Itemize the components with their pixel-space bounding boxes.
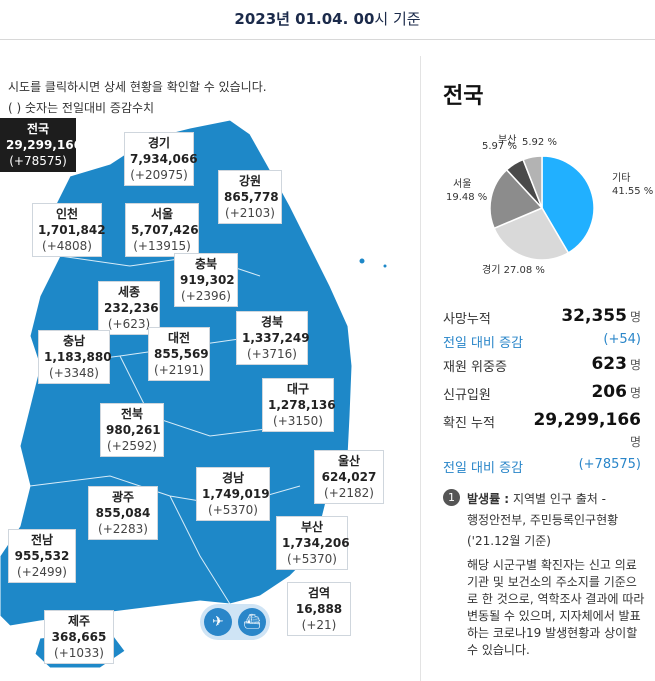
stat-deaths: 사망누적 32,355 명 xyxy=(443,306,641,327)
pie-label-other: 기타 41.55 % xyxy=(612,173,654,197)
airplane-icon[interactable]: ✈ xyxy=(204,608,232,636)
reference-date: 2023년 01.04. 00시 기준 xyxy=(234,10,421,28)
stat-critical: 재원 위중증 623 명 xyxy=(443,354,641,375)
region-jeonnam[interactable]: 전남 955,532 (+2499) xyxy=(8,529,76,583)
region-gangwon[interactable]: 강원 865,778 (+2103) xyxy=(218,170,282,224)
disclaimer-text: 해당 시군구별 확진자는 신고 의료기관 및 보건소의 주소지를 기준으로 한 … xyxy=(467,558,645,657)
map-dokdo xyxy=(382,263,388,269)
region-daejeon[interactable]: 대전 855,569 (+2191) xyxy=(148,327,210,381)
panel-title: 전국 xyxy=(443,84,484,109)
region-busan[interactable]: 부산 1,734,206 (+5370) xyxy=(276,516,350,570)
region-jeonbuk[interactable]: 전북 980,261 (+2592) xyxy=(100,403,164,457)
region-daegu[interactable]: 대구 1,278,136 (+3150) xyxy=(262,378,336,432)
stat-new-admissions: 신규입원 206 명 xyxy=(443,382,641,403)
region-ulsan[interactable]: 울산 624,027 (+2182) xyxy=(314,450,384,504)
pie-label-busan-name: 부산 xyxy=(498,135,517,146)
pie-slice-2 xyxy=(489,168,544,230)
stat-confirmed-diff: 전일 대비 증감 (+78575) xyxy=(443,457,641,476)
region-gwangju[interactable]: 광주 855,084 (+2283) xyxy=(88,486,158,540)
map-hint: 시도를 클릭하시면 상세 현황을 확인할 수 있습니다. xyxy=(8,80,267,94)
region-chungnam[interactable]: 충남 1,183,880 (+3348) xyxy=(38,330,112,384)
header-bar: 2023년 01.04. 00시 기준 xyxy=(0,0,655,40)
region-sejong[interactable]: 세종 232,236 (+623) xyxy=(98,281,160,335)
region-gyeongbuk[interactable]: 경북 1,337,249 (+3716) xyxy=(236,311,310,365)
pie-slice-0 xyxy=(541,155,595,254)
diff-hint: ( ) 숫자는 전일대비 증감수치 xyxy=(8,101,155,115)
stat-confirmed-total: 확진 누적 29,299,166 xyxy=(443,410,641,431)
quarantine-icons: ✈ ⛴ xyxy=(200,604,270,640)
region-gyeonggi[interactable]: 경기 7,934,066 (+20975) xyxy=(124,132,198,186)
region-chungbuk[interactable]: 충북 919,302 (+2396) xyxy=(174,253,238,307)
region-quarantine[interactable]: 검역 16,888 (+21) xyxy=(287,582,351,636)
pie-label-gyeonggi: 경기 27.08 % xyxy=(482,265,545,276)
region-incheon[interactable]: 인천 1,701,842 (+4808) xyxy=(32,203,106,257)
region-seoul[interactable]: 서울 5,707,426 (+13915) xyxy=(125,203,199,257)
note-number-badge: 1 xyxy=(443,489,460,506)
region-gyeongnam[interactable]: 경남 1,749,019 (+5370) xyxy=(196,467,270,521)
map-ulleungdo xyxy=(358,257,366,265)
pie-label-small: 5.97 % xyxy=(482,141,517,152)
pie-label-seoul: 서울 19.48 % xyxy=(446,179,488,203)
note-line-1: 발생률 : 지역별 인구 출처 - xyxy=(467,492,606,506)
regional-share-pie xyxy=(489,155,595,261)
note-line-3: ('21.12월 기준) xyxy=(467,534,551,548)
stat-confirmed-unit: 명 xyxy=(629,435,641,449)
ship-icon[interactable]: ⛴ xyxy=(238,608,266,636)
pie-label-busan-pct: 5.92 % xyxy=(522,137,557,148)
panel-divider xyxy=(420,56,421,681)
region-nationwide[interactable]: 전국 29,299,166 (+78575) xyxy=(0,118,82,172)
stat-deaths-diff: 전일 대비 증감 (+54) xyxy=(443,332,641,351)
pie-slice-4 xyxy=(522,155,543,209)
region-jeju[interactable]: 제주 368,665 (+1033) xyxy=(44,610,114,664)
note-line-2: 행정안전부, 주민등록인구현황 xyxy=(467,513,619,527)
